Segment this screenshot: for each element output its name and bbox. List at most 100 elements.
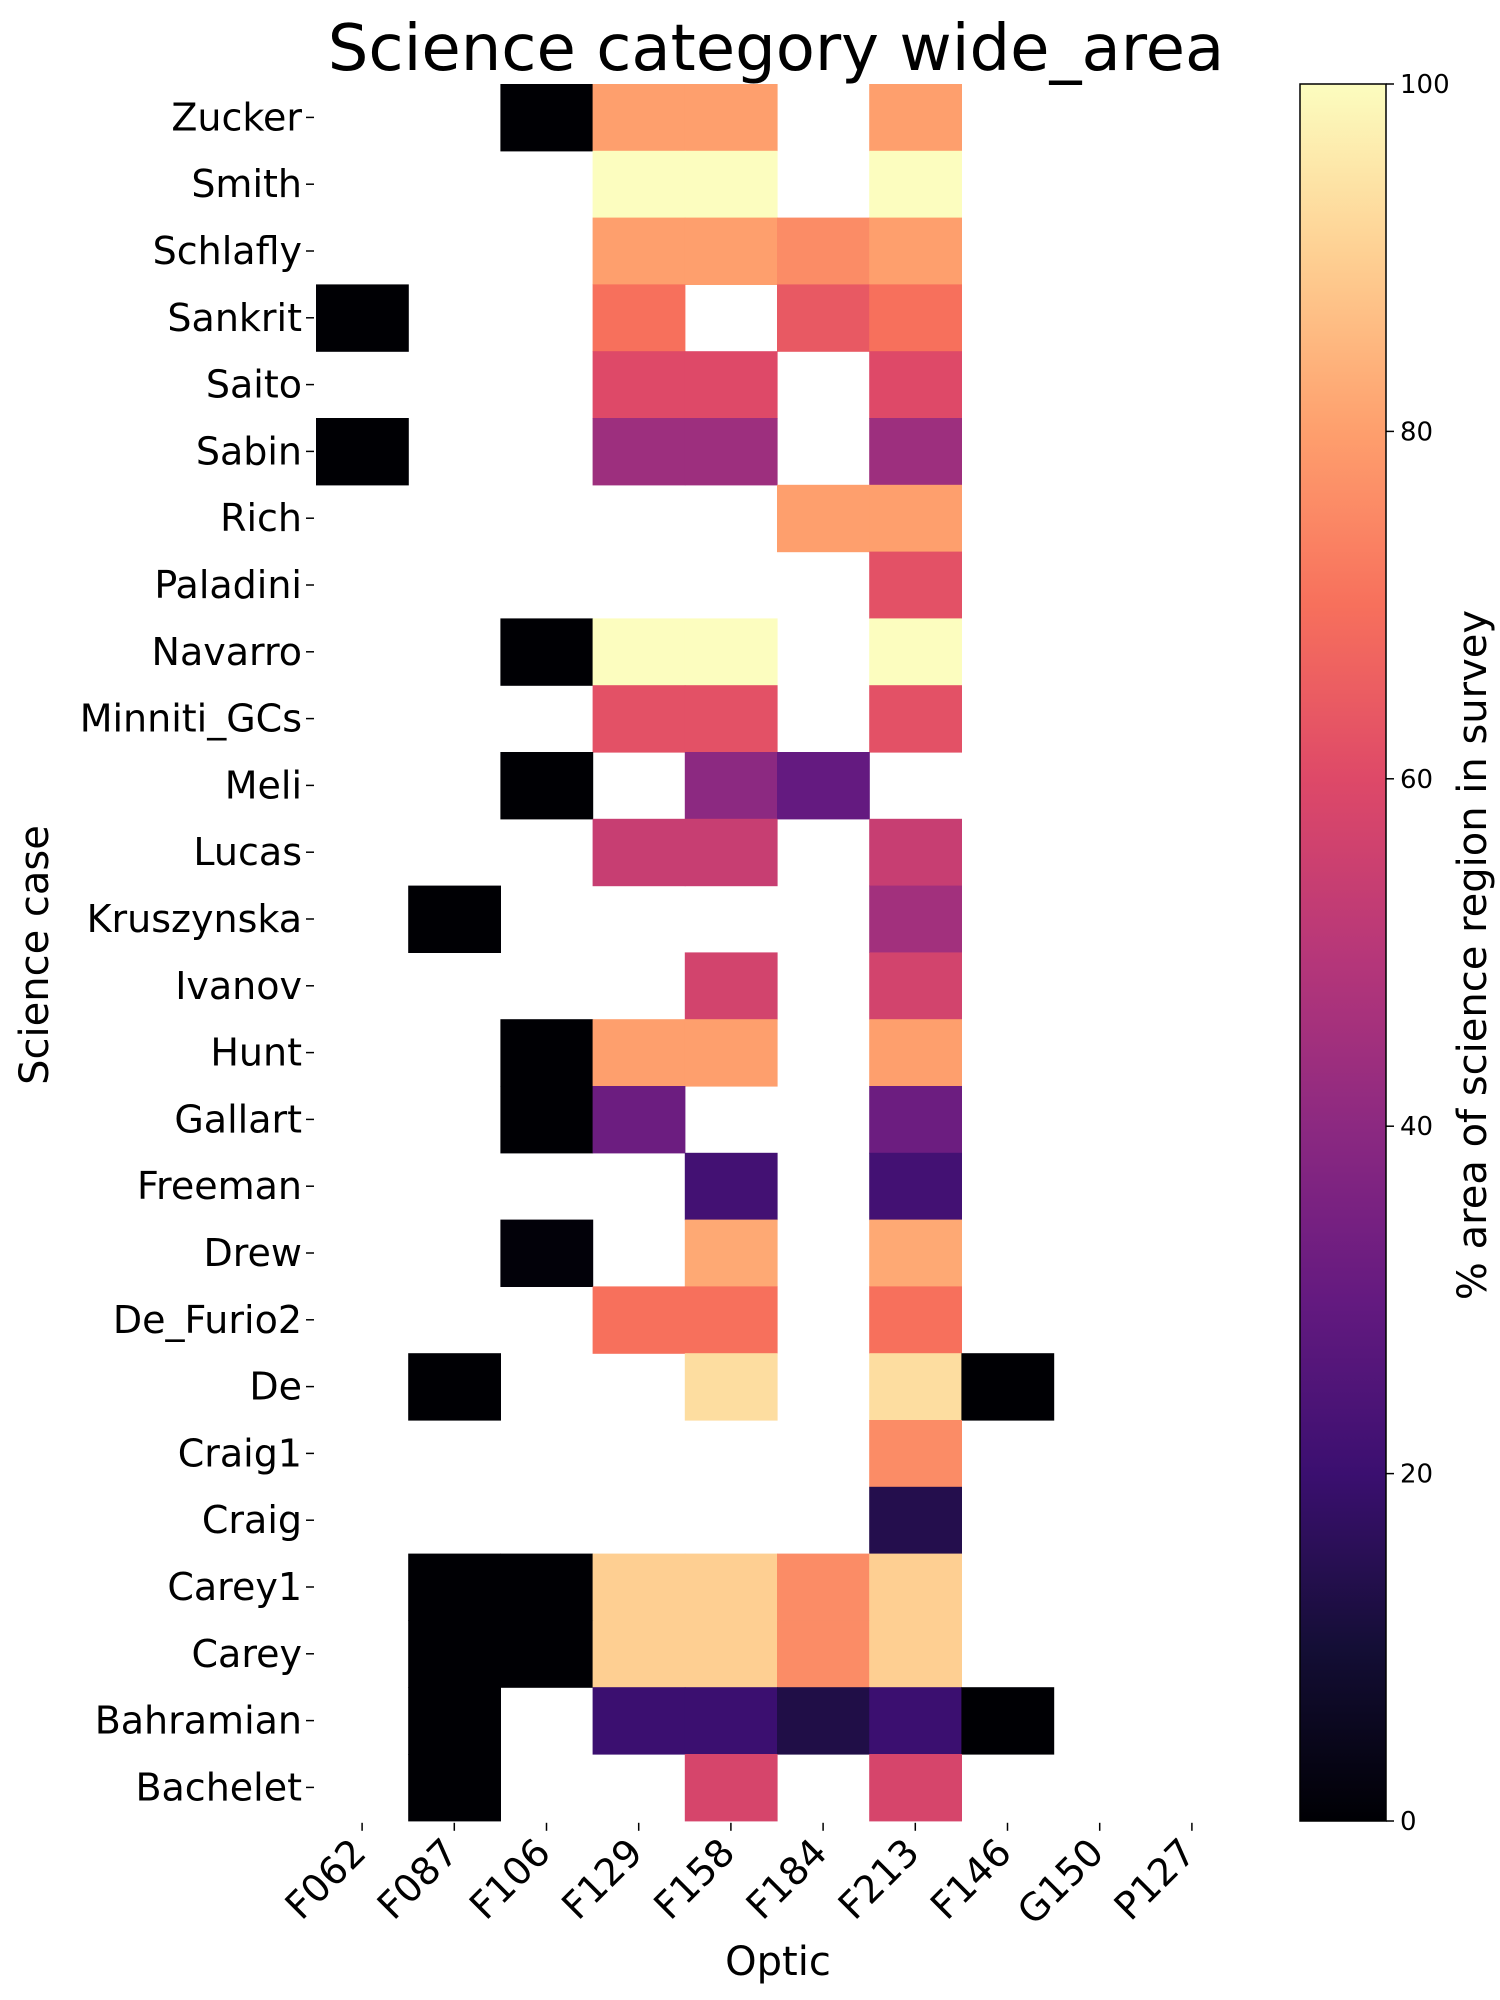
heatmap-cell	[869, 351, 962, 419]
heatmap-cell	[592, 1687, 686, 1755]
heatmap-cell	[592, 284, 686, 352]
y-tick-label: Craig1	[178, 1431, 302, 1475]
x-tick-label: F087	[369, 1830, 467, 1928]
heatmap-cell	[777, 1553, 870, 1621]
heatmap-cell	[869, 1420, 962, 1488]
y-tick-label: Zucker	[171, 95, 302, 139]
heatmap-cell	[408, 1620, 501, 1688]
heatmap-cell	[869, 1620, 962, 1688]
heatmap-cell	[684, 1019, 778, 1087]
y-tick-label: De	[249, 1365, 302, 1409]
heatmap-cell	[961, 1687, 1055, 1755]
y-tick-label: Ivanov	[175, 964, 302, 1008]
chart-title: Science category wide_area	[328, 12, 1224, 86]
heatmap-cell	[500, 1019, 594, 1087]
colorbar-ticks: 0 20 40 60 80 100	[1386, 70, 1450, 1837]
y-tick-label: Craig	[202, 1498, 302, 1542]
y-axis-label: Science case	[12, 825, 58, 1085]
heatmap-cell	[869, 618, 962, 686]
heatmap-cell	[684, 752, 778, 820]
heatmap-cell	[592, 1019, 686, 1087]
heatmap-cell	[592, 351, 686, 419]
heatmap-cells	[316, 84, 1055, 1822]
y-tick-label: Schlafly	[153, 229, 302, 273]
heatmap-cell	[684, 1620, 778, 1688]
heatmap-cell	[684, 418, 778, 486]
heatmap-cell	[408, 1553, 501, 1621]
heatmap-cell	[869, 1086, 962, 1154]
heatmap-cell	[777, 752, 870, 820]
heatmap-cell	[500, 84, 594, 152]
y-tick-label: Minniti_GCs	[80, 697, 302, 741]
heatmap-cell	[316, 418, 409, 486]
heatmap-cell	[500, 1553, 594, 1621]
heatmap-cell	[869, 284, 962, 352]
heatmap-cell	[869, 1219, 962, 1287]
x-tick-label: F062	[277, 1830, 375, 1928]
heatmap-cell	[684, 1687, 778, 1755]
colorbar-tick-label: 0	[1400, 1807, 1417, 1837]
y-tick-label: Drew	[203, 1231, 302, 1275]
heatmap-cell	[684, 84, 778, 152]
heatmap-cell	[869, 818, 962, 887]
y-tick-label: Freeman	[137, 1164, 302, 1208]
y-tick-label: De_Furio2	[113, 1298, 302, 1342]
heatmap-cell	[684, 1553, 778, 1621]
heatmap-cell	[869, 1353, 962, 1421]
x-tick-label: G150	[1009, 1830, 1112, 1933]
x-tick-label: F146	[922, 1830, 1020, 1928]
heatmap-cell	[777, 484, 870, 553]
heatmap-cell	[869, 1286, 962, 1354]
y-tick-label: Bahramian	[95, 1699, 302, 1743]
y-tick-label: Bachelet	[135, 1765, 302, 1809]
y-tick-label: Hunt	[210, 1031, 302, 1075]
x-tick-label: F106	[461, 1830, 559, 1928]
y-tick-label: Smith	[191, 162, 302, 206]
heatmap-cell	[869, 551, 962, 619]
heatmap-cell	[592, 1620, 686, 1688]
heatmap-cell	[869, 1687, 962, 1755]
y-tick-label: Lucas	[193, 830, 302, 874]
heatmap-cell	[684, 1353, 778, 1421]
heatmap-cell	[777, 1620, 870, 1688]
heatmap-cell	[684, 351, 778, 419]
heatmap-cell	[869, 217, 962, 285]
heatmap-cell	[684, 1152, 778, 1221]
y-tick-label: Rich	[220, 496, 302, 540]
heatmap-cell	[316, 284, 409, 352]
heatmap-cell	[869, 1754, 962, 1822]
colorbar-tick-label: 100	[1400, 70, 1450, 100]
colorbar-tick-label: 80	[1400, 417, 1433, 447]
y-tick-label: Navarro	[152, 630, 302, 674]
heatmap-cell	[684, 1286, 778, 1354]
heatmap-cell	[869, 418, 962, 486]
colorbar-tick-label: 40	[1400, 1112, 1433, 1142]
heatmap-cell	[869, 150, 962, 219]
heatmap-cell	[684, 217, 778, 285]
x-axis-label: Optic	[725, 1939, 831, 1985]
heatmap-cell	[500, 752, 594, 820]
heatmap-cell	[869, 484, 962, 553]
heatmap-cell	[684, 685, 778, 753]
x-tick-label: F158	[645, 1830, 743, 1928]
y-tick-label: Paladini	[154, 563, 302, 607]
heatmap-cell	[684, 618, 778, 686]
heatmap-cell	[684, 952, 778, 1020]
y-tick-label: Sabin	[196, 429, 302, 473]
heatmap-cell	[777, 284, 870, 352]
y-tick-label: Kruszynska	[87, 897, 302, 941]
heatmap-cell	[408, 1754, 501, 1822]
y-tick-label: Saito	[206, 363, 302, 407]
heatmap-cell	[592, 1553, 686, 1621]
x-tick-label: F213	[830, 1830, 928, 1928]
y-tick-label: Carey1	[167, 1565, 302, 1609]
heatmap-cell	[869, 885, 962, 953]
heatmap-cell	[869, 1152, 962, 1221]
x-tick-label: F129	[553, 1830, 651, 1928]
heatmap-cell	[869, 1019, 962, 1087]
heatmap-cell	[500, 618, 594, 686]
heatmap-cell	[592, 618, 686, 686]
colorbar	[1299, 83, 1387, 1822]
colorbar-label: % area of science region in survey	[1450, 610, 1496, 1300]
